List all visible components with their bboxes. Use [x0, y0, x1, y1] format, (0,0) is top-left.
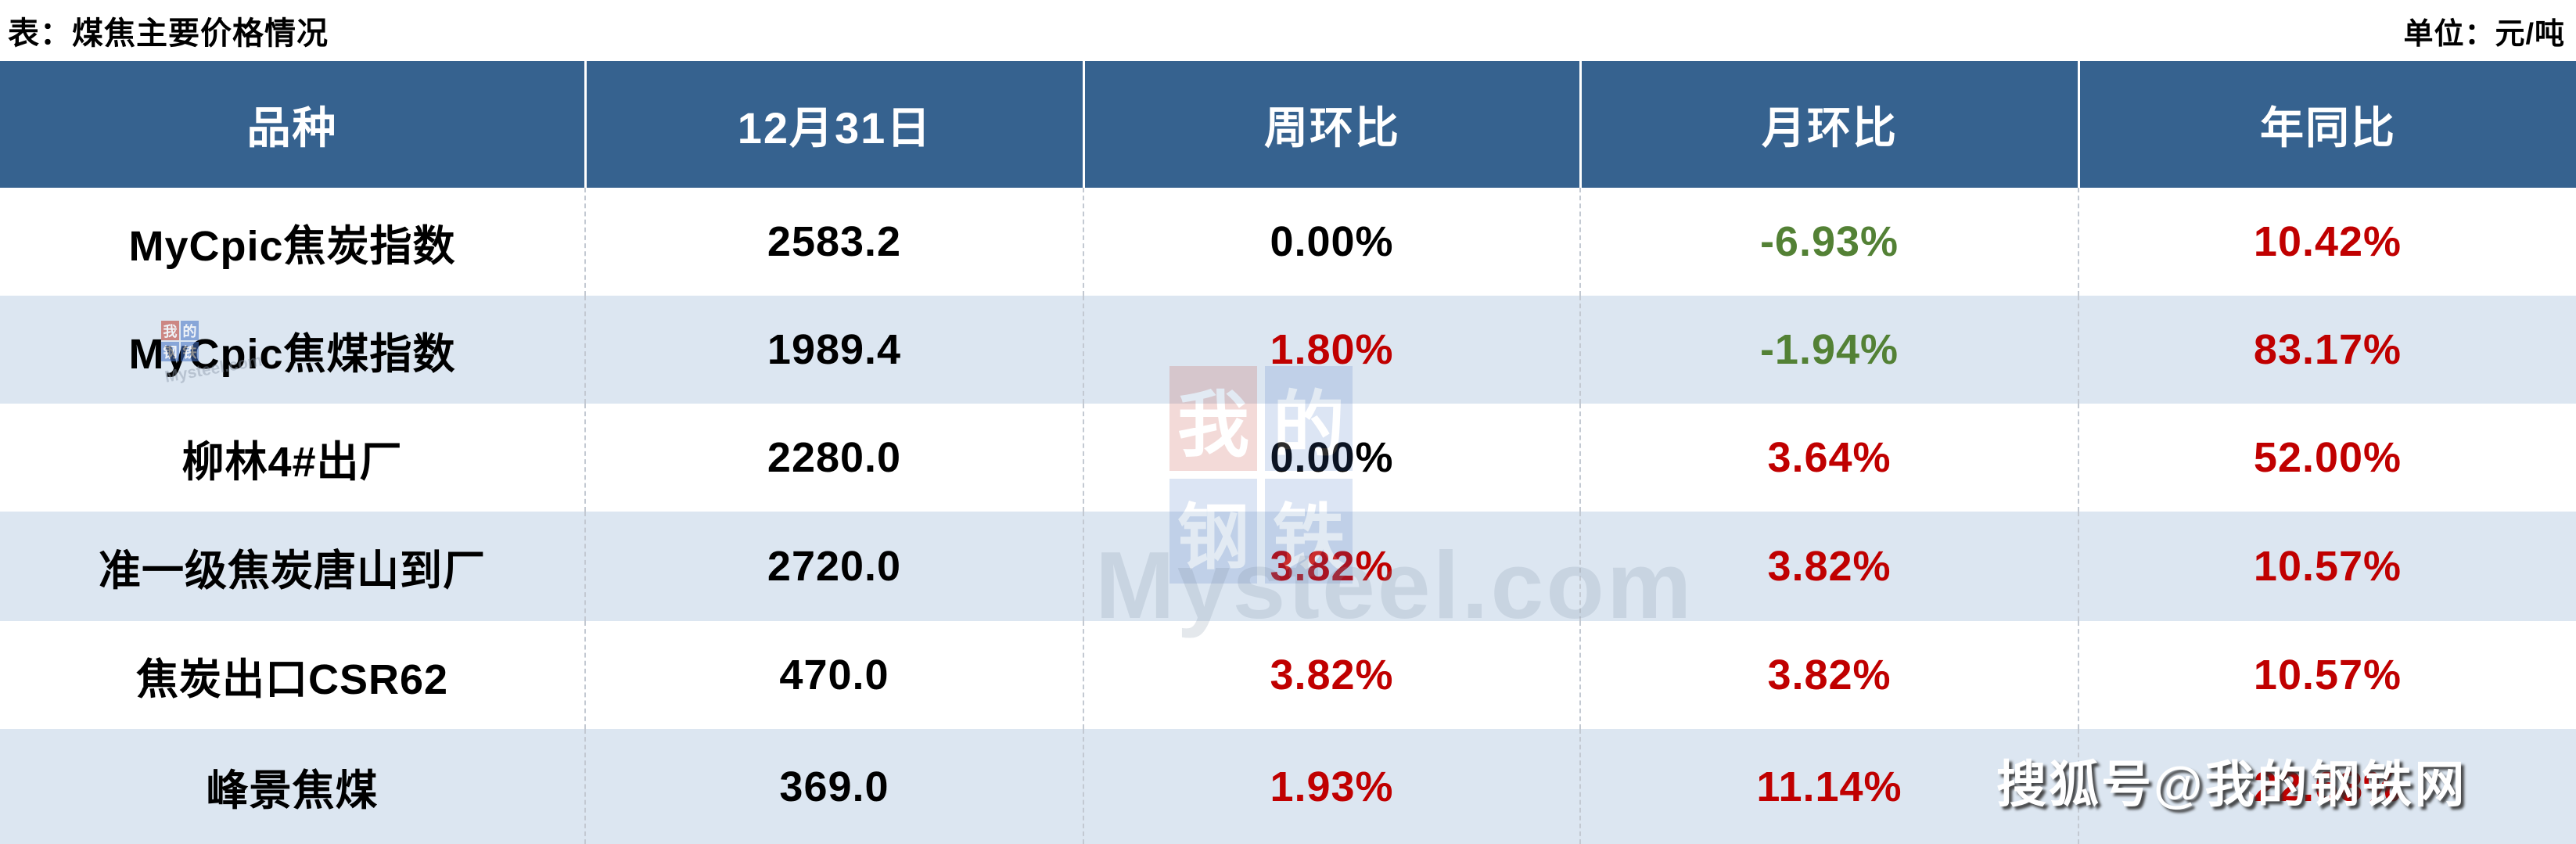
cell-price: 2583.2 — [584, 188, 1083, 296]
cell-wow: 3.82% — [1083, 512, 1579, 621]
header-cell-yoy: 年同比 — [2078, 61, 2576, 188]
topbar: 表：煤焦主要价格情况 单位：元/吨 — [0, 0, 2576, 61]
cell-price: 2280.0 — [584, 404, 1083, 512]
header-cell-date: 12月31日 — [584, 61, 1083, 188]
cell-wow: 0.00% — [1083, 188, 1579, 296]
cell-variety: 峰景焦煤 — [206, 767, 379, 814]
cell-yoy: 10.57% — [2078, 512, 2576, 621]
cell-variety: 准一级焦炭唐山到厂 — [99, 547, 486, 594]
cell-price: 2720.0 — [584, 512, 1083, 621]
cell-mom: -1.94% — [1579, 296, 2078, 404]
cell-mom: 3.82% — [1579, 512, 2078, 621]
table-row: 峰景焦煤 369.0 1.93% 11.14% 22.68% — [0, 729, 2576, 844]
header-cell-mom: 月环比 — [1579, 61, 2078, 188]
unit-label: 单位：元/吨 — [2403, 17, 2565, 51]
cell-mom: 11.14% — [1579, 729, 2078, 844]
table-row: MyCpic焦炭指数 2583.2 0.00% -6.93% 10.42% — [0, 188, 2576, 296]
cell-variety: MyCpic焦炭指数 — [128, 222, 456, 270]
table-row: MyCpic焦煤指数 1989.4 1.80% -1.94% 83.17% — [0, 296, 2576, 404]
cell-yoy: 52.00% — [2078, 404, 2576, 512]
cell-wow: 3.82% — [1083, 621, 1579, 729]
cell-variety: MyCpic焦煤指数 — [128, 330, 456, 378]
table-row: 柳林4#出厂 2280.0 0.00% 3.64% 52.00% — [0, 404, 2576, 512]
cell-yoy: 83.17% — [2078, 296, 2576, 404]
cell-variety: 柳林4#出厂 — [181, 438, 403, 486]
page-title: 表：煤焦主要价格情况 — [8, 16, 329, 51]
header-row: 品种 12月31日 周环比 月环比 年同比 — [0, 61, 2576, 188]
cell-mom: -6.93% — [1579, 188, 2078, 296]
price-table: 品种 12月31日 周环比 月环比 年同比 MyCpic焦炭指数 2583.2 … — [0, 61, 2576, 844]
cell-price: 470.0 — [584, 621, 1083, 729]
cell-wow: 1.93% — [1083, 729, 1579, 844]
cell-mom: 3.64% — [1579, 404, 2078, 512]
header-cell-wow: 周环比 — [1083, 61, 1579, 188]
cell-wow: 1.80% — [1083, 296, 1579, 404]
cell-yoy: 10.42% — [2078, 188, 2576, 296]
cell-yoy: 10.57% — [2078, 621, 2576, 729]
cell-mom: 3.82% — [1579, 621, 2078, 729]
cell-wow: 0.00% — [1083, 404, 1579, 512]
cell-variety: 焦炭出口CSR62 — [135, 655, 449, 703]
cell-price: 369.0 — [584, 729, 1083, 844]
cell-yoy: 22.68% — [2078, 729, 2576, 844]
cell-price: 1989.4 — [584, 296, 1083, 404]
table-row: 焦炭出口CSR62 470.0 3.82% 3.82% 10.57% — [0, 621, 2576, 729]
table-row: 准一级焦炭唐山到厂 2720.0 3.82% 3.82% 10.57% — [0, 512, 2576, 621]
header-cell-variety: 品种 — [246, 102, 338, 153]
